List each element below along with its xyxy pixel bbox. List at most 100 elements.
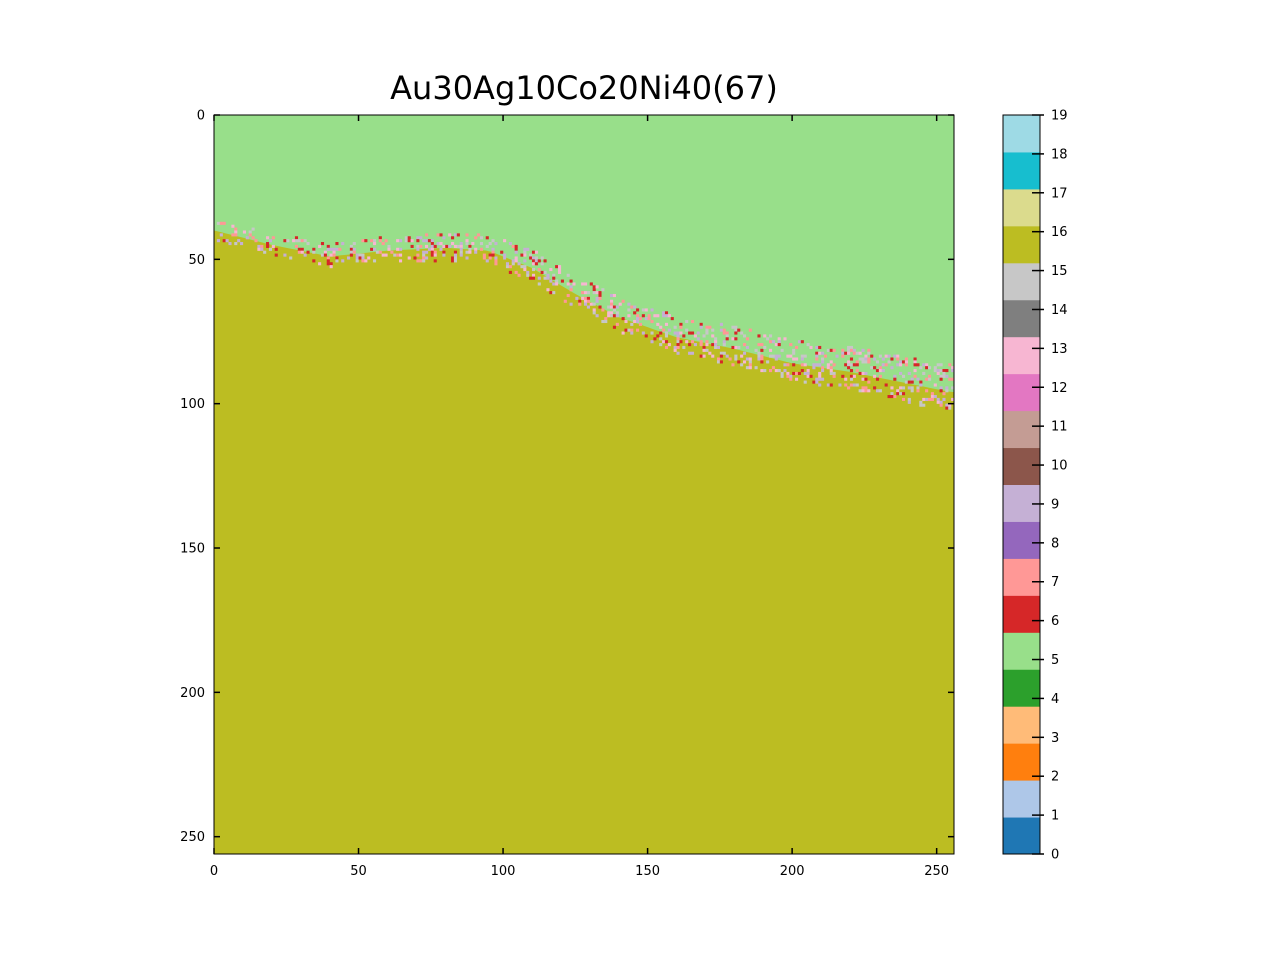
- interface-cell: [855, 360, 859, 364]
- interface-cell: [913, 357, 917, 361]
- interface-cell: [714, 340, 718, 344]
- interface-cell: [815, 354, 819, 358]
- interface-cell: [326, 244, 330, 248]
- interface-cell: [884, 383, 888, 387]
- interface-cell: [945, 369, 949, 373]
- interface-cell: [855, 351, 859, 355]
- interface-cell: [760, 357, 764, 361]
- interface-cell: [659, 325, 663, 329]
- interface-cell: [636, 308, 640, 312]
- interface-cell: [352, 242, 356, 246]
- interface-cell: [844, 383, 848, 387]
- interface-cell: [364, 259, 368, 263]
- interface-cell: [552, 276, 556, 280]
- interface-cell: [505, 265, 510, 269]
- interface-cell: [537, 267, 541, 272]
- x-tick-label: 250: [924, 864, 949, 879]
- colorbar-segment-4: [1003, 669, 1040, 707]
- interface-cell: [641, 314, 645, 318]
- interface-cell: [294, 236, 299, 240]
- interface-cell: [575, 296, 579, 300]
- interface-cell: [823, 354, 828, 358]
- colorbar-segment-1: [1003, 780, 1040, 818]
- interface-cell: [534, 250, 538, 254]
- interface-cell: [849, 374, 854, 378]
- interface-cell: [656, 322, 660, 326]
- interface-cell: [607, 314, 611, 318]
- interface-cell: [716, 357, 721, 361]
- interface-cell: [630, 331, 634, 335]
- interface-cell: [873, 357, 877, 361]
- interface-cell: [485, 244, 489, 248]
- interface-cell: [407, 239, 411, 243]
- interface-cell: [803, 354, 807, 358]
- interface-cell: [323, 250, 327, 254]
- interface-cell: [832, 371, 836, 376]
- interface-cell: [870, 354, 874, 358]
- interface-cell: [430, 250, 434, 254]
- interface-cell: [760, 348, 764, 352]
- interface-cell: [769, 354, 773, 358]
- interface-cell: [899, 386, 903, 390]
- interface-cell: [916, 389, 920, 393]
- interface-cell: [364, 239, 368, 243]
- interface-cell: [526, 273, 530, 277]
- interface-cell: [482, 256, 486, 260]
- interface-cell: [355, 256, 359, 260]
- interface-cell: [630, 305, 634, 309]
- interface-cell: [939, 400, 943, 404]
- interface-cell: [719, 354, 723, 358]
- interface-cell: [367, 256, 371, 260]
- colorbar-tick-label: 12: [1051, 381, 1068, 396]
- x-tick-label: 100: [491, 864, 516, 879]
- interface-cell: [705, 325, 709, 329]
- interface-cell: [795, 371, 799, 376]
- interface-cell: [685, 328, 689, 332]
- interface-cell: [821, 369, 825, 373]
- interface-cell: [826, 383, 830, 387]
- interface-cell: [647, 314, 651, 318]
- interface-cell: [832, 363, 836, 367]
- interface-cell: [453, 259, 458, 263]
- interface-cell: [300, 247, 304, 251]
- interface-cell: [624, 328, 628, 332]
- interface-cell: [887, 354, 891, 358]
- interface-cell: [818, 363, 822, 367]
- interface-cell: [699, 325, 703, 329]
- interface-cell: [676, 343, 680, 347]
- interface-cell: [341, 242, 345, 246]
- interface-cell: [890, 395, 894, 399]
- interface-cell: [549, 291, 553, 295]
- interface-cell: [523, 265, 527, 269]
- colorbar-tick-label: 5: [1051, 653, 1059, 668]
- interface-cell: [439, 242, 443, 246]
- interface-cell: [546, 288, 550, 292]
- interface-cell: [948, 363, 952, 367]
- interface-cell: [633, 311, 637, 315]
- colorbar-tick-label: 14: [1051, 303, 1068, 318]
- interface-cell: [763, 334, 767, 338]
- interface-cell: [742, 360, 747, 364]
- interface-cell: [332, 253, 336, 257]
- interface-cell: [584, 282, 588, 286]
- interface-cell: [349, 244, 353, 248]
- interface-cell: [526, 247, 530, 251]
- interface-cell: [858, 389, 862, 393]
- interface-cell: [682, 334, 686, 338]
- interface-cell: [809, 345, 813, 350]
- interface-cell: [604, 319, 608, 324]
- interface-cell: [578, 299, 582, 303]
- interface-cell: [494, 256, 498, 260]
- interface-cell: [942, 369, 946, 373]
- interface-cell: [939, 369, 943, 373]
- interface-cell: [760, 360, 764, 364]
- interface-cell: [361, 253, 365, 257]
- interface-cell: [488, 242, 492, 246]
- interface-cell: [607, 305, 611, 309]
- interface-cell: [621, 331, 625, 335]
- interface-cell: [734, 325, 738, 329]
- plot-area: [214, 115, 954, 854]
- interface-cell: [780, 371, 784, 376]
- interface-cell: [806, 343, 810, 347]
- interface-cell: [479, 242, 484, 246]
